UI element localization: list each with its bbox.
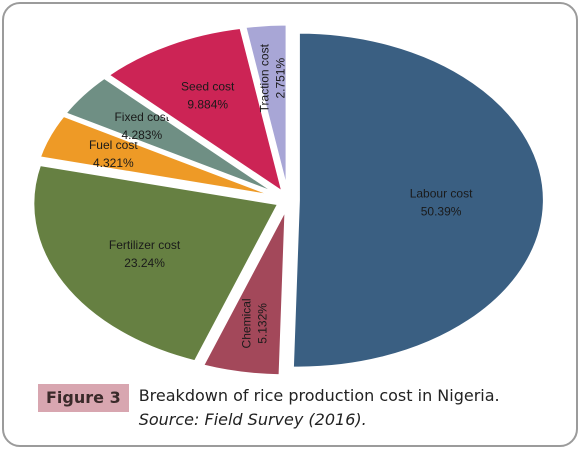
- slice-name-label: Labour cost: [410, 186, 473, 200]
- slice-value-label: 4.283%: [121, 128, 162, 142]
- slice-value-label: 4.321%: [93, 156, 134, 170]
- slice-name-label: Fertilizer cost: [109, 238, 181, 252]
- pie-slice-fuel-cost: [37, 113, 279, 199]
- pie-slice-fixed-cost: [62, 75, 281, 197]
- pie-slice-fertilizer-cost: [31, 162, 282, 364]
- slice-value-label: 5.132%: [255, 303, 269, 344]
- slice-name-label: Seed cost: [181, 80, 235, 94]
- pie-chart: Labour cost 50.39% Chemical 5.132% Fertilize…: [31, 22, 546, 378]
- slice-label-group: Traction cost 2.751%: [258, 43, 288, 112]
- pie-slice-seed-cost: [105, 25, 286, 197]
- slice-label-group: Seed cost 9.884%: [181, 80, 235, 112]
- caption-main-text: Breakdown of rice production cost in Nig…: [138, 386, 500, 405]
- slice-label-group: Fixed cost 4.283%: [114, 110, 169, 142]
- pie-slice-labour-cost: [290, 30, 546, 370]
- slice-name-label: Fixed cost: [114, 110, 169, 124]
- caption-text: Breakdown of rice production cost in Nig…: [139, 384, 559, 432]
- slice-name-label: Fuel cost: [89, 138, 138, 152]
- figure-caption: Figure 3 Breakdown of rice production cos…: [38, 384, 568, 432]
- slice-name-label: Chemical: [239, 298, 253, 348]
- pie-slice-traction-cost: [242, 22, 289, 193]
- slice-value-label: 50.39%: [421, 204, 462, 218]
- slice-label-group: Fertilizer cost 23.24%: [109, 238, 181, 270]
- caption-source: Source: Field Survey (2016).: [138, 410, 367, 429]
- slice-label-group: Fuel cost 4.321%: [89, 138, 138, 170]
- slice-value-label: 9.884%: [187, 98, 228, 112]
- slice-name-label: Traction cost: [258, 43, 272, 112]
- pie-slice-chemical: [200, 207, 288, 378]
- figure-label: Figure 3: [38, 384, 129, 412]
- slice-label-group: Chemical 5.132%: [239, 298, 269, 348]
- slice-label-group: Labour cost 50.39%: [410, 186, 473, 218]
- slice-value-label: 23.24%: [124, 256, 165, 270]
- slice-value-label: 2.751%: [274, 58, 288, 99]
